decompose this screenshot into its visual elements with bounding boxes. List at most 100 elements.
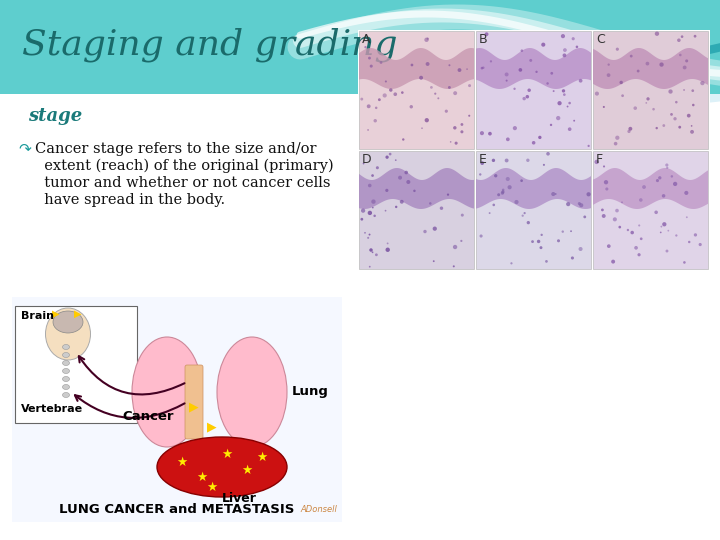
Circle shape	[445, 110, 448, 113]
Circle shape	[505, 159, 508, 163]
Circle shape	[626, 229, 629, 231]
Text: stage: stage	[28, 107, 82, 125]
Circle shape	[505, 72, 508, 77]
Circle shape	[424, 38, 428, 42]
Circle shape	[604, 180, 608, 184]
Ellipse shape	[157, 437, 287, 497]
Circle shape	[389, 88, 392, 92]
Circle shape	[480, 234, 482, 238]
Circle shape	[532, 141, 536, 145]
Text: tumor and whether or not cancer cells: tumor and whether or not cancer cells	[35, 176, 330, 190]
Circle shape	[434, 92, 436, 94]
Circle shape	[526, 95, 529, 98]
Circle shape	[361, 208, 365, 213]
Circle shape	[665, 164, 668, 167]
Circle shape	[410, 105, 413, 109]
Circle shape	[576, 45, 578, 48]
Circle shape	[395, 206, 397, 208]
Text: ↷: ↷	[375, 141, 388, 157]
Circle shape	[460, 240, 462, 242]
Circle shape	[405, 171, 408, 174]
Text: tumor based on how abnormal the: tumor based on how abnormal the	[392, 159, 657, 173]
Text: F: F	[596, 153, 603, 166]
Circle shape	[683, 261, 685, 264]
Circle shape	[384, 80, 387, 83]
Circle shape	[634, 106, 637, 110]
FancyBboxPatch shape	[0, 94, 720, 540]
Circle shape	[453, 245, 457, 249]
Circle shape	[701, 81, 705, 85]
Circle shape	[679, 53, 682, 56]
Circle shape	[363, 163, 364, 164]
Circle shape	[571, 256, 574, 260]
Circle shape	[367, 237, 369, 239]
Circle shape	[698, 243, 702, 246]
Circle shape	[568, 127, 572, 131]
Circle shape	[433, 227, 437, 231]
Circle shape	[639, 198, 643, 202]
Text: ★: ★	[241, 463, 253, 476]
Circle shape	[539, 246, 542, 249]
Circle shape	[410, 64, 413, 66]
Circle shape	[453, 91, 457, 95]
Circle shape	[640, 238, 642, 240]
Circle shape	[667, 230, 669, 232]
Circle shape	[528, 89, 531, 92]
Text: grade: grade	[385, 101, 443, 119]
Circle shape	[368, 211, 372, 215]
Circle shape	[658, 176, 662, 179]
FancyBboxPatch shape	[15, 306, 137, 423]
Circle shape	[368, 57, 371, 59]
Circle shape	[421, 127, 423, 129]
Circle shape	[481, 67, 483, 70]
Circle shape	[505, 177, 510, 181]
Circle shape	[621, 94, 624, 97]
Circle shape	[615, 209, 618, 212]
Text: Liver: Liver	[222, 491, 257, 504]
FancyBboxPatch shape	[593, 151, 708, 269]
Circle shape	[566, 202, 570, 206]
Circle shape	[406, 180, 410, 184]
Circle shape	[395, 159, 397, 161]
Circle shape	[629, 127, 632, 131]
Circle shape	[557, 101, 562, 105]
Circle shape	[385, 247, 390, 252]
Circle shape	[389, 153, 392, 156]
Circle shape	[670, 175, 673, 178]
Text: ADonsell: ADonsell	[300, 505, 337, 514]
Ellipse shape	[217, 337, 287, 447]
Circle shape	[685, 59, 688, 63]
Circle shape	[662, 194, 665, 198]
Circle shape	[466, 68, 468, 70]
Circle shape	[419, 76, 423, 80]
Circle shape	[398, 176, 402, 180]
Circle shape	[508, 185, 512, 190]
Circle shape	[510, 262, 513, 265]
Circle shape	[369, 248, 373, 252]
Circle shape	[369, 234, 371, 235]
Circle shape	[546, 82, 549, 85]
Circle shape	[583, 215, 586, 218]
Circle shape	[660, 226, 662, 227]
Circle shape	[364, 232, 366, 234]
Circle shape	[513, 87, 516, 90]
Circle shape	[546, 152, 550, 156]
Circle shape	[521, 214, 524, 217]
Text: ↷: ↷	[18, 141, 31, 157]
Circle shape	[660, 63, 664, 67]
Text: ★: ★	[221, 448, 233, 461]
Circle shape	[665, 249, 668, 253]
Circle shape	[437, 97, 439, 99]
Circle shape	[616, 48, 619, 51]
Circle shape	[573, 120, 575, 122]
Text: C: C	[596, 33, 605, 46]
Circle shape	[638, 225, 640, 226]
FancyBboxPatch shape	[185, 365, 203, 439]
Circle shape	[461, 214, 464, 217]
Ellipse shape	[63, 361, 70, 366]
Text: grow and spread.: grow and spread.	[392, 227, 531, 241]
Circle shape	[578, 202, 581, 205]
Circle shape	[543, 164, 545, 166]
Circle shape	[550, 72, 553, 75]
FancyBboxPatch shape	[358, 30, 710, 270]
